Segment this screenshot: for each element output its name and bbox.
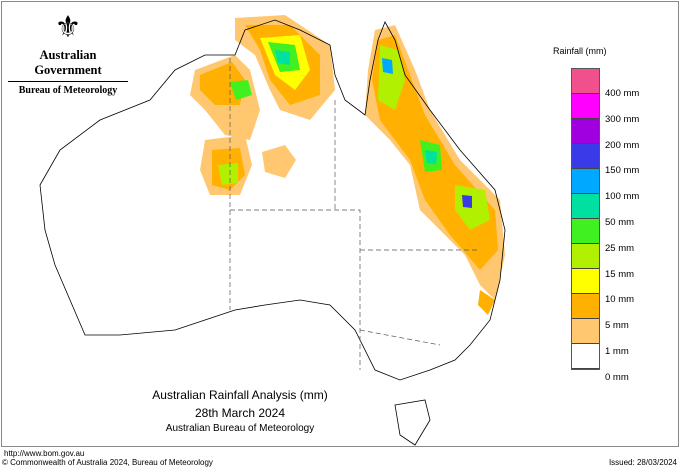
legend-swatch <box>572 344 599 369</box>
legend-swatch <box>572 294 599 319</box>
legend-label: 100 mm <box>605 191 640 203</box>
rain-kimberley-5 <box>200 62 245 105</box>
map-date: 28th March 2024 <box>194 406 286 420</box>
legend-swatch <box>572 119 599 144</box>
legend-label: 0 mm <box>605 371 629 383</box>
map-source: Australian Bureau of Meteorology <box>165 423 315 434</box>
legend-label: 15 mm <box>605 268 635 280</box>
legend-swatch <box>572 144 599 169</box>
legend-label: 150 mm <box>605 165 640 177</box>
legend-label: 1 mm <box>605 346 629 357</box>
legend-swatch <box>572 69 599 94</box>
legend-swatch <box>572 319 599 344</box>
rain-inland-wa-15 <box>218 163 238 185</box>
coastline <box>39 19 506 446</box>
coat-of-arms-icon: ⚜ <box>54 11 82 44</box>
rain-central-blob <box>262 145 296 178</box>
legend-label: 10 mm <box>605 294 635 306</box>
footer-copyright: © Commonwealth of Australia 2024, Bureau… <box>2 458 213 467</box>
legend-label: 300 mm <box>605 113 640 125</box>
government-logo: ⚜ Australian Government Bureau of Meteor… <box>8 10 128 96</box>
legend-colorbar <box>571 68 600 370</box>
state-borders <box>229 58 480 370</box>
government-name: Australian Government <box>8 48 128 82</box>
legend-swatch <box>572 169 599 194</box>
legend-label: 400 mm <box>605 88 640 99</box>
rain-qld-central-50 <box>425 150 437 164</box>
bureau-name: Bureau of Meteorology <box>18 85 118 96</box>
map-title: Australian Rainfall Analysis (mm) <box>152 388 328 402</box>
legend-swatch <box>572 244 599 269</box>
footer-issued: Issued: 28/03/2024 <box>608 458 677 467</box>
rain-nsw-coast <box>478 290 495 315</box>
legend-swatch <box>572 219 599 244</box>
rainfall-areas <box>190 15 505 315</box>
map-frame <box>1 1 679 447</box>
rain-kimberley-green <box>230 80 252 100</box>
rain-qld-100 <box>382 58 393 74</box>
legend-swatch <box>572 94 599 119</box>
legend-title: Rainfall (mm) <box>553 46 607 56</box>
legend-swatch <box>572 269 599 294</box>
legend-label: 25 mm <box>605 242 635 254</box>
legend-label: 50 mm <box>605 217 635 228</box>
rain-topend-50 <box>275 50 290 65</box>
legend-label: 200 mm <box>605 139 640 151</box>
footer-url[interactable]: http://www.bom.gov.au <box>4 449 85 458</box>
legend-label: 5 mm <box>605 320 629 332</box>
rain-qld-se-150 <box>462 195 472 208</box>
legend-swatch <box>572 194 599 219</box>
